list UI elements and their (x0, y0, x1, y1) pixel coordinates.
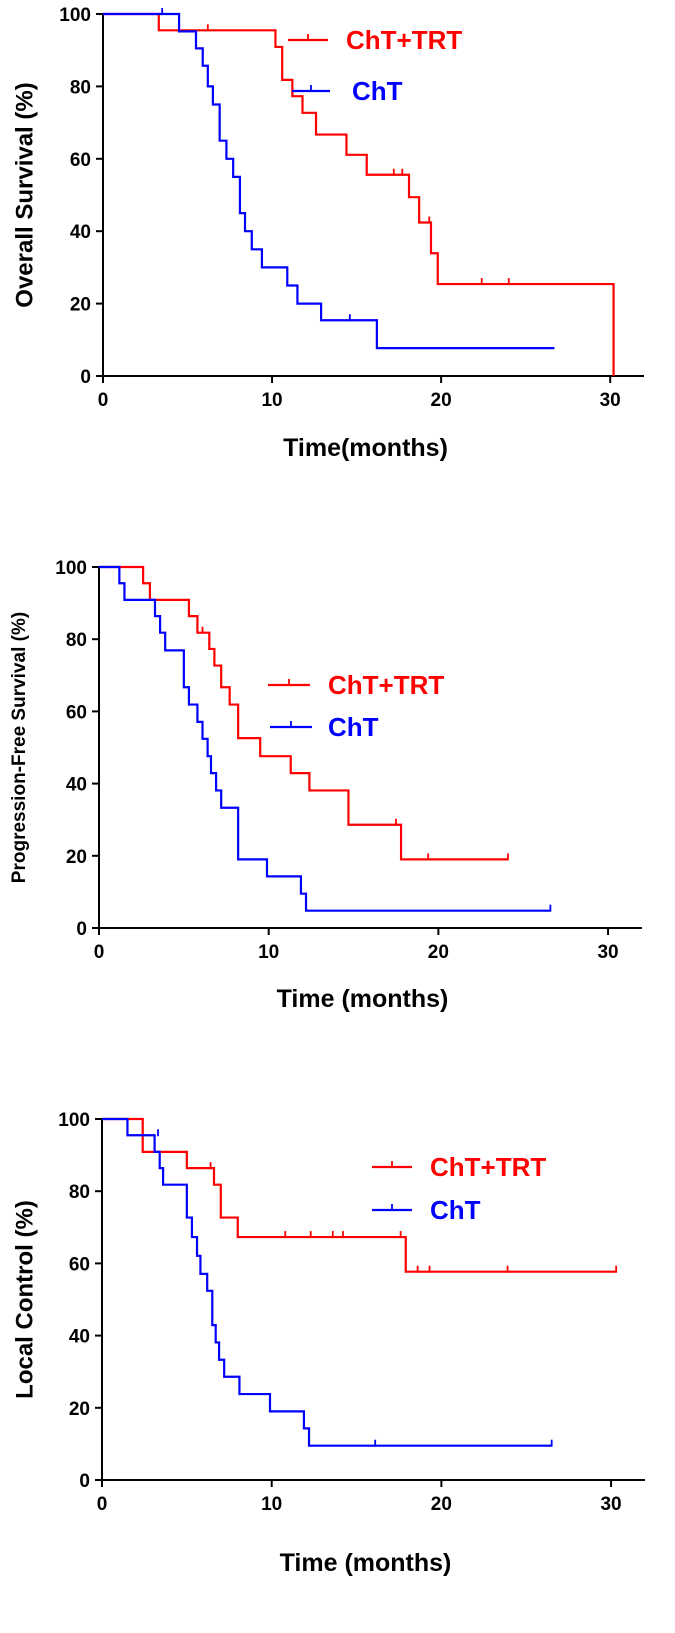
legend-label: ChT+TRT (346, 25, 462, 55)
y-tick-label: 40 (66, 775, 87, 796)
progression-free-survival-chart: 0 20 40 60 80 100 0 10 20 30 Time (months) Progress… (9, 558, 642, 1013)
y-tick-label: 40 (69, 1327, 90, 1348)
y-tick-label: 0 (80, 367, 91, 388)
x-tick-label: 10 (261, 1494, 282, 1515)
x-tick-label: 0 (98, 390, 109, 411)
y-tick-label: 0 (76, 919, 87, 940)
y-tick-label: 80 (66, 630, 87, 651)
series-line-cht (102, 1117, 552, 1447)
y-tick-label: 0 (79, 1471, 90, 1492)
y-axis-title: Overall Survival (%) (11, 82, 38, 307)
x-axis-title: Time (months) (277, 985, 449, 1013)
y-axis-title: Local Control (%) (11, 1200, 38, 1399)
x-tick-label: 0 (94, 942, 105, 963)
legend-label: ChT (430, 1195, 481, 1225)
x-axis-title: Time(months) (283, 434, 448, 462)
legend-label: ChT+TRT (328, 670, 444, 700)
legend-label: ChT (352, 76, 403, 106)
series-line-cht (103, 12, 555, 350)
y-tick-label: 60 (66, 702, 87, 723)
y-tick-label: 20 (66, 847, 87, 868)
x-axis-title: Time (months) (280, 1549, 452, 1577)
x-tick-label: 30 (600, 390, 621, 411)
legend-label: ChT (328, 712, 379, 742)
x-tick-label: 30 (600, 1494, 621, 1515)
series-line-cht-trt (103, 12, 615, 376)
series-line-cht-trt (99, 565, 508, 861)
y-tick-label: 20 (70, 295, 91, 316)
y-tick-label: 100 (58, 1110, 90, 1131)
x-tick-label: 30 (597, 942, 618, 963)
x-tick-label: 20 (431, 1494, 452, 1515)
x-tick-label: 0 (97, 1494, 108, 1515)
series-line-cht (99, 565, 551, 912)
y-axis-title: Progression-Free Survival (%) (9, 612, 30, 883)
y-tick-label: 100 (59, 5, 91, 26)
x-tick-label: 10 (258, 942, 279, 963)
overall-survival-chart: 0 20 40 60 80 100 0 10 20 30 Time(months) Overall S… (11, 5, 644, 462)
y-tick-label: 40 (70, 222, 91, 243)
x-tick-label: 20 (428, 942, 449, 963)
local-control-chart: 0 20 40 60 80 100 0 10 20 30 Time (months) Local Co… (11, 1110, 645, 1577)
y-tick-label: 60 (69, 1254, 90, 1275)
y-tick-label: 100 (55, 558, 87, 579)
series-line-cht-trt (102, 1117, 617, 1273)
y-tick-label: 80 (70, 77, 91, 98)
x-tick-label: 10 (261, 390, 282, 411)
y-tick-label: 20 (69, 1399, 90, 1420)
y-tick-label: 60 (70, 150, 91, 171)
x-tick-label: 20 (431, 390, 452, 411)
legend-label: ChT+TRT (430, 1152, 546, 1182)
y-tick-label: 80 (69, 1182, 90, 1203)
